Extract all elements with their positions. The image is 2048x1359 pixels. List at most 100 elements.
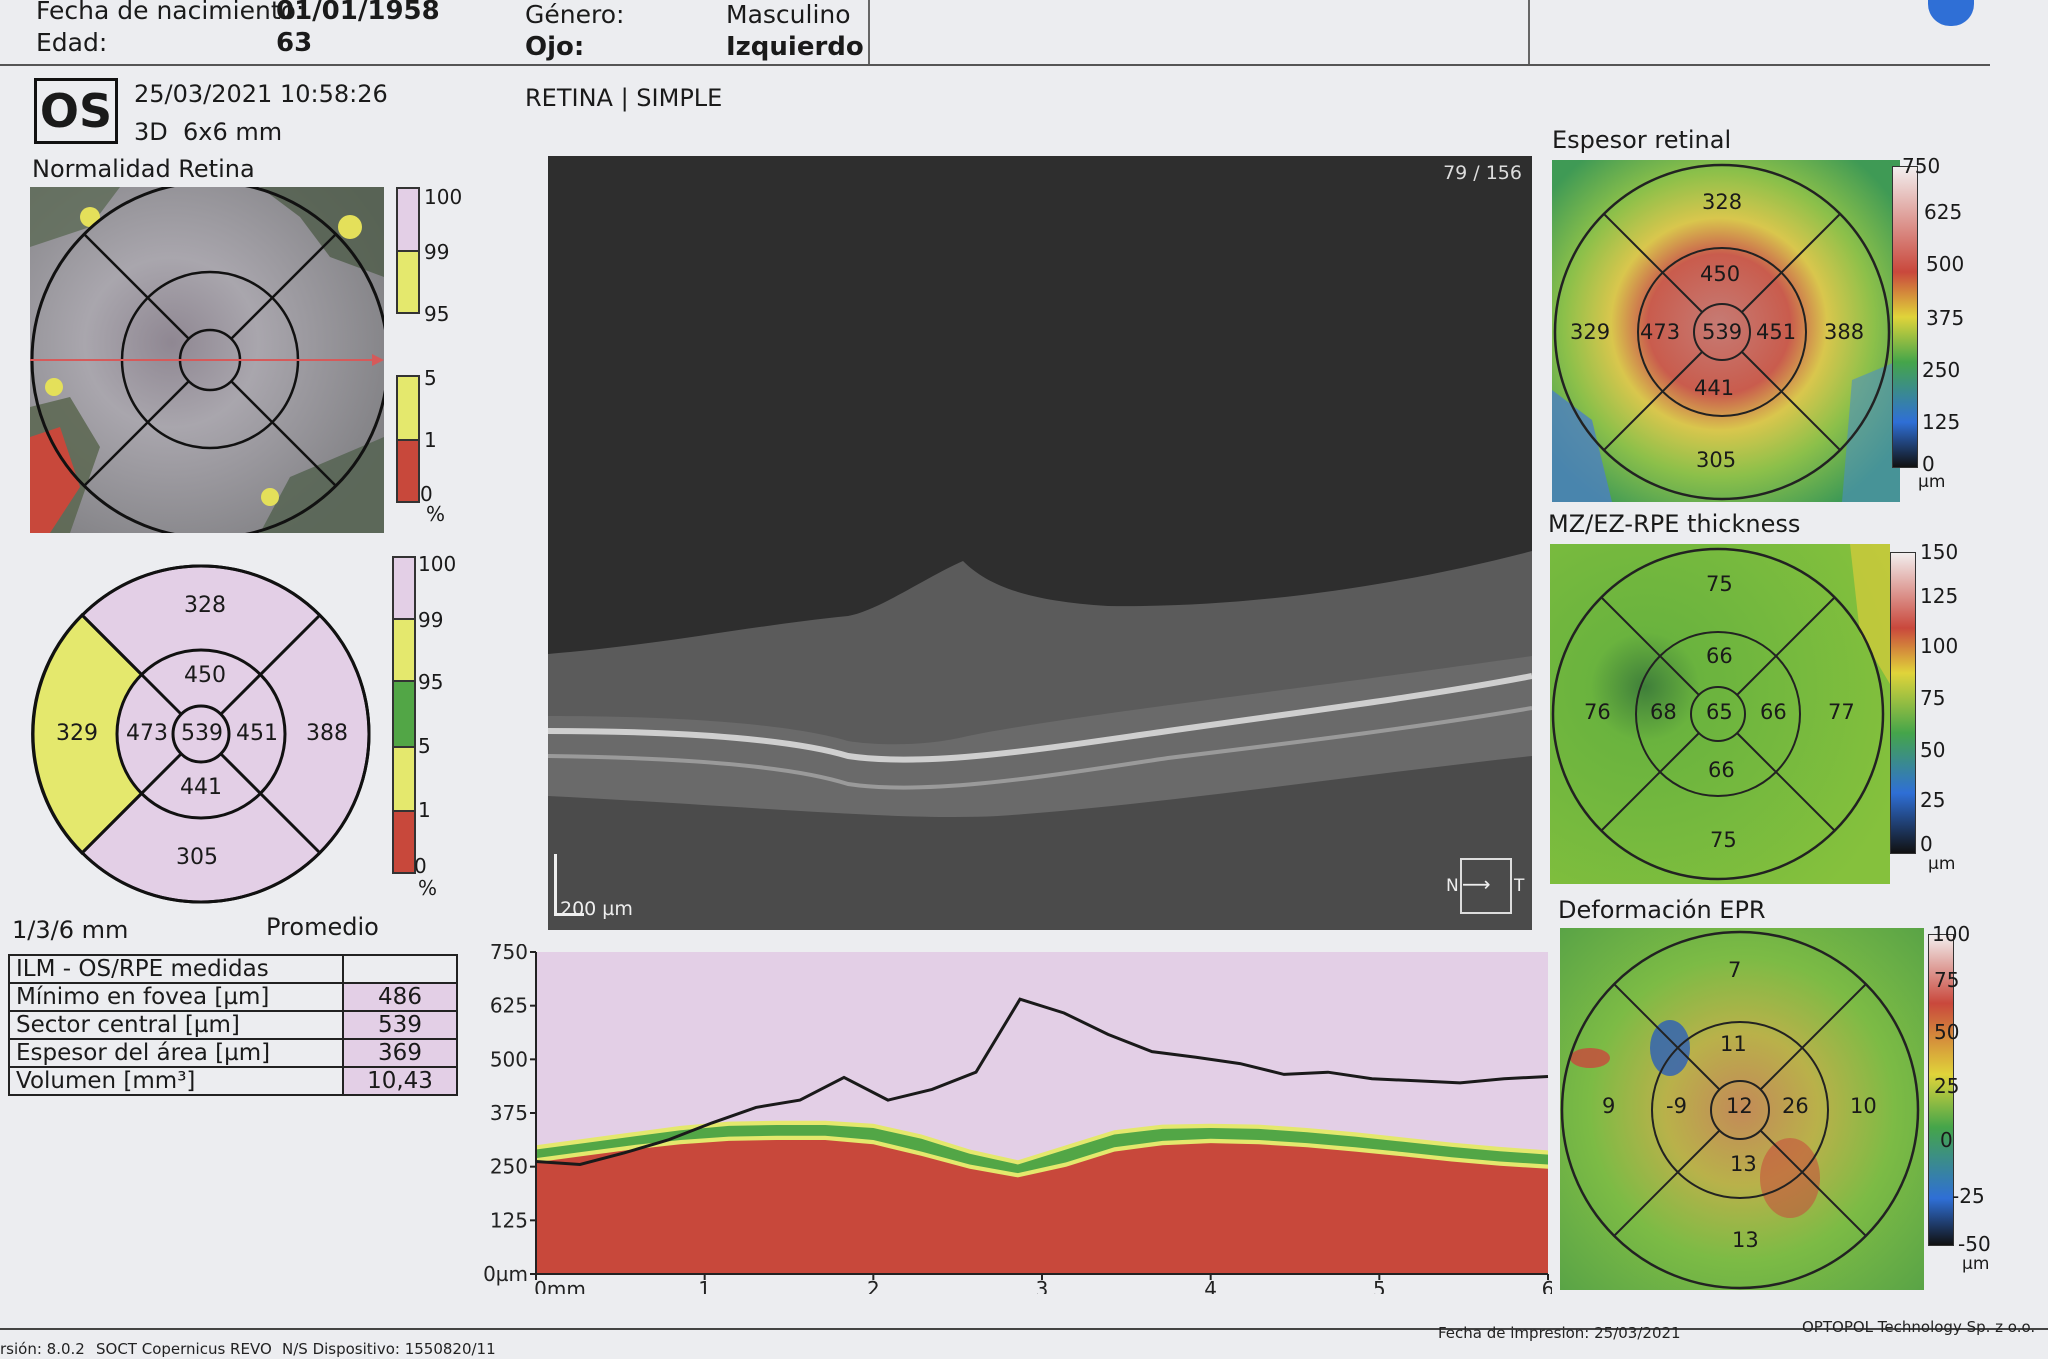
profile-y-tick-label: 750	[490, 944, 528, 964]
table-row: Volumen [mm³] 10,43	[8, 1066, 458, 1096]
brand-logo-icon	[1928, 0, 1974, 26]
table-row: Mínimo en fovea [µm] 486	[8, 982, 458, 1012]
gender-value: Masculino	[726, 0, 851, 29]
map-value: 329	[1570, 320, 1611, 344]
retinal-thickness-map: 328 450 329 473 539 451 388 441 305	[1552, 160, 1900, 502]
slice-counter: 79 / 156	[1443, 162, 1522, 184]
table-title: ILM - OS/RPE medidas	[8, 954, 344, 984]
sector-value: 305	[176, 845, 218, 870]
table-row: Espesor del área [µm] 369	[8, 1038, 458, 1068]
grid-label: 1/3/6 mm	[12, 916, 129, 944]
sector-value: 450	[184, 663, 226, 688]
age-label: Edad:	[36, 28, 108, 57]
map-value: 473	[1640, 320, 1681, 344]
profile-y-tick-label: 0µm	[483, 1262, 528, 1286]
colorbar-tick: 50	[1920, 738, 1946, 762]
sector-chart-graphic	[31, 564, 371, 904]
colorbar-tick: 125	[1920, 584, 1959, 608]
sector-value: 388	[306, 721, 348, 746]
map-value: 75	[1706, 572, 1733, 596]
measure-label: Sector central [µm]	[8, 1010, 344, 1040]
scan-type: 3D 6x6 mm	[134, 118, 283, 146]
eye-label: Ojo:	[525, 32, 585, 62]
colorbar-tick: 0	[1922, 452, 1935, 476]
scale-tick: 99	[418, 608, 444, 632]
colorbar-unit: µm	[1962, 1254, 1990, 1274]
map-value: 305	[1696, 448, 1737, 472]
profile-x-tick-label: 1	[698, 1277, 711, 1294]
sector-value: 473	[126, 721, 168, 746]
map-value: 388	[1824, 320, 1865, 344]
measure-label: Espesor del área [µm]	[8, 1038, 344, 1068]
colorbar-tick: -25	[1952, 1184, 1985, 1208]
sector-scale-1	[392, 810, 416, 874]
scale-tick: 5	[424, 366, 437, 390]
retinal-thickness-colorbar	[1892, 166, 1918, 468]
normality-scale-1	[396, 439, 420, 503]
map-value: 75	[1710, 828, 1737, 852]
sector-chart: 328 450 329 473 539 451 388 441 305	[30, 563, 372, 905]
device-name: SOCT Copernicus REVO	[96, 1340, 272, 1358]
mz-title: MZ/EZ-RPE thickness	[1548, 510, 1801, 538]
measurements-table: ILM - OS/RPE medidas Mínimo en fovea [µm…	[8, 954, 458, 1096]
scale-bar-vertical	[554, 854, 557, 914]
bscan-graphic	[548, 156, 1532, 930]
device-serial: N/S Dispositivo: 1550820/11	[282, 1340, 496, 1358]
profile-x-tick-label: 3	[1036, 1277, 1049, 1294]
scale-unit: %	[426, 502, 446, 526]
colorbar-tick: 0	[1920, 832, 1933, 856]
colorbar-tick: 25	[1920, 788, 1946, 812]
header-divider	[1528, 0, 1530, 64]
sector-value: 451	[236, 721, 278, 746]
map-value: 11	[1720, 1032, 1747, 1056]
table-cell	[342, 954, 458, 984]
profile-y-tick-label: 375	[490, 1101, 528, 1125]
map-value: 66	[1708, 758, 1735, 782]
colorbar-tick: 750	[1902, 154, 1941, 178]
map-value: 441	[1694, 376, 1735, 400]
map-value: 539	[1702, 320, 1743, 344]
measure-value: 369	[342, 1038, 458, 1068]
scale-tick: 1	[424, 428, 437, 452]
profile-y-tick-label: 625	[490, 994, 528, 1018]
scale-tick: 99	[424, 240, 450, 264]
colorbar-tick: 100	[1932, 922, 1971, 946]
colorbar-tick: 625	[1924, 200, 1963, 224]
map-value: 66	[1706, 644, 1733, 668]
colorbar-tick: 250	[1922, 358, 1961, 382]
header: Fecha de nacimiento: 01/01/1958 Edad: 63…	[0, 0, 1990, 66]
profile-x-tick-label: 6	[1542, 1277, 1552, 1294]
eye-badge: OS	[34, 78, 118, 144]
scale-tick: 5	[418, 734, 431, 758]
colorbar-tick: 100	[1920, 634, 1959, 658]
normality-scale-5	[396, 375, 420, 441]
mz-map: 75 66 76 68 65 66 77 66 75	[1550, 544, 1890, 884]
sector-value: 329	[56, 721, 98, 746]
colorbar-tick: 125	[1922, 410, 1961, 434]
map-value: 451	[1756, 320, 1797, 344]
company-name: OPTOPOL Technology Sp. z o.o.	[1802, 1318, 2036, 1336]
sector-value: 441	[180, 775, 222, 800]
scale-tick: 0	[420, 482, 433, 506]
exam-datetime: 25/03/2021 10:58:26	[134, 80, 388, 108]
retinal-thickness-graphic	[1552, 160, 1900, 502]
colorbar-tick: 150	[1920, 540, 1959, 564]
map-value: 7	[1728, 958, 1742, 982]
software-version: rsión: 8.0.2	[0, 1340, 85, 1358]
sector-scale-95	[392, 680, 416, 748]
rpe-graphic	[1560, 928, 1924, 1290]
map-value: 68	[1650, 700, 1677, 724]
measure-value: 10,43	[342, 1066, 458, 1096]
scale-bar-horizontal	[554, 913, 584, 916]
header-divider	[868, 0, 870, 64]
scale-bar-label: 200 µm	[560, 898, 633, 920]
rpe-colorbar	[1928, 934, 1954, 1246]
scale-tick: 100	[418, 552, 457, 576]
profile-x-tick-label: 0mm	[534, 1277, 586, 1294]
orientation-t: T	[1514, 876, 1525, 896]
map-value: 13	[1730, 1152, 1757, 1176]
age-value: 63	[276, 28, 313, 58]
colorbar-tick: 75	[1920, 686, 1946, 710]
colorbar-tick: 50	[1934, 1020, 1960, 1044]
map-value: 10	[1850, 1094, 1877, 1118]
